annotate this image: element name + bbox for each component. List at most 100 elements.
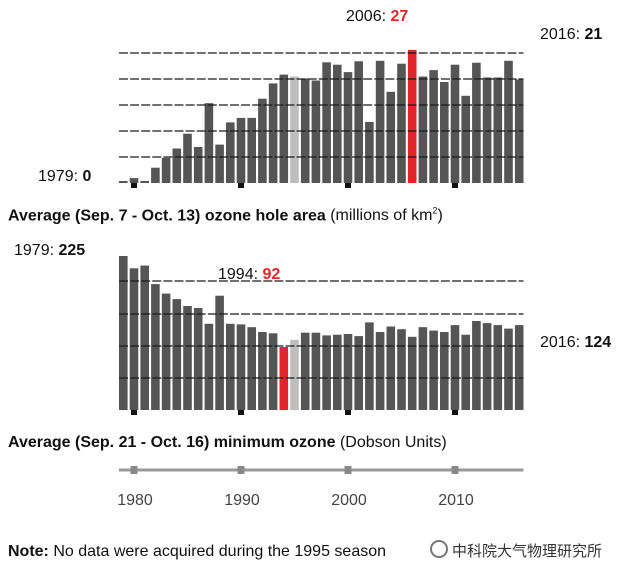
bottom-title-unit: (Dobson Units): [339, 434, 447, 451]
top-decade-marker-2000: [345, 183, 351, 188]
top-bar-1995: [290, 76, 299, 183]
top-bar-1981: [140, 181, 149, 183]
bottom-bar-2003: [375, 332, 385, 410]
top-bar-1987: [204, 103, 214, 183]
top-bar-2012: [472, 62, 481, 184]
top-bar-1986: [193, 147, 203, 183]
top-bar-1984: [172, 148, 182, 183]
top-bar-1982: [151, 167, 160, 183]
bottom-low-value: 92: [262, 266, 281, 283]
bottom-bar-1995: [290, 339, 299, 410]
top-bar-1994: [279, 74, 289, 183]
top-bar-2006: [407, 49, 417, 184]
top-first-year: 1979:: [38, 168, 79, 185]
top-bar-2002: [365, 121, 374, 183]
bottom-bar-2013: [482, 323, 492, 410]
top-bar-2001: [354, 61, 363, 183]
bottom-bar-2014: [493, 325, 503, 410]
top-bar-1988: [215, 144, 224, 183]
bottom-bar-1996: [300, 332, 310, 410]
bottom-bar-1980: [129, 268, 139, 410]
x-axis-tick-2010: [451, 466, 459, 474]
footnote-text: No data were acquired during the 1995 se…: [53, 543, 387, 560]
bottom-bar-1989: [226, 323, 235, 410]
top-first-label: 1979: 0: [38, 168, 91, 186]
top-bar-1991: [247, 117, 256, 183]
top-bar-1999: [333, 64, 342, 183]
top-first-value: 0: [82, 168, 92, 185]
bottom-bar-1997: [311, 332, 321, 410]
top-bar-2004: [386, 91, 396, 183]
top-bar-1997: [311, 80, 321, 183]
bottom-bar-1984: [172, 299, 182, 410]
x-axis-tick-1980: [130, 466, 138, 474]
top-bar-2014: [493, 77, 503, 183]
top-bar-1983: [161, 157, 171, 183]
top-title-unit: (millions of km2): [330, 206, 443, 225]
bottom-low-label: 1994: 92: [218, 266, 280, 284]
bottom-bar-1979: [119, 256, 128, 410]
bottom-decade-marker-1980: [131, 410, 137, 415]
bottom-bar-1990: [236, 324, 246, 410]
bottom-bar-2000: [343, 334, 353, 410]
top-bar-2015: [504, 60, 513, 183]
x-tick-label-2000: 2000: [331, 492, 367, 509]
top-bar-2005: [397, 63, 406, 184]
bottom-bar-1982: [151, 284, 160, 410]
bottom-last-value: 124: [584, 334, 612, 351]
bottom-first-year: 1979:: [14, 242, 55, 259]
bottom-bar-1985: [183, 306, 192, 410]
top-bar-1989: [226, 122, 235, 183]
top-bar-2013: [482, 77, 492, 183]
top-bar-2000: [343, 72, 353, 183]
top-bar-2003: [375, 60, 385, 183]
top-bar-1998: [322, 62, 331, 184]
top-peak-value: 27: [390, 8, 409, 25]
watermark-text: 中科院大气物理研究所: [452, 542, 603, 560]
bottom-first-value: 225: [58, 242, 86, 259]
top-bar-2011: [461, 95, 470, 183]
bottom-bar-2009: [440, 332, 449, 410]
bottom-decade-marker-1990: [238, 410, 244, 415]
bottom-last-year: 2016:: [540, 334, 581, 351]
bottom-bar-1987: [204, 323, 214, 410]
bottom-bar-1983: [161, 293, 171, 410]
top-bar-2009: [440, 82, 449, 183]
x-axis-tick-1990: [237, 466, 245, 474]
top-chart-title: Average (Sep. 7 - Oct. 13) ozone hole ar…: [8, 206, 443, 225]
footnote: Note: No data were acquired during the 1…: [8, 543, 386, 561]
top-decade-marker-1980: [131, 183, 137, 188]
top-peak-label: 2006: 27: [346, 8, 408, 26]
bottom-first-label: 1979: 225: [14, 242, 85, 260]
x-tick-label-2010: 2010: [438, 492, 474, 509]
bottom-bar-1988: [215, 295, 224, 410]
bottom-bar-1991: [247, 327, 256, 410]
top-last-value: 21: [584, 26, 603, 43]
top-bar-1985: [183, 133, 192, 183]
bottom-bar-2005: [397, 329, 406, 410]
bottom-bar-2007: [418, 327, 428, 410]
top-bar-1992: [258, 98, 267, 183]
wechat-icon: [430, 540, 448, 558]
bottom-bar-2004: [386, 326, 396, 410]
top-bar-1979: [119, 181, 128, 183]
x-tick-label-1990: 1990: [224, 492, 260, 509]
bottom-title-text: Average (Sep. 21 - Oct. 16) minimum ozon…: [8, 434, 336, 451]
top-bar-1993: [268, 83, 278, 183]
top-last-year: 2016:: [540, 26, 581, 43]
bottom-bar-1981: [140, 265, 149, 410]
top-peak-year: 2006:: [346, 8, 387, 25]
bottom-bar-2011: [461, 334, 470, 410]
bottom-chart-title: Average (Sep. 21 - Oct. 16) minimum ozon…: [8, 434, 447, 452]
bottom-bar-2008: [429, 330, 438, 410]
bottom-bar-1993: [268, 333, 278, 410]
top-last-label: 2016: 21: [540, 26, 602, 44]
x-tick-label-1980: 1980: [117, 492, 153, 509]
bottom-bar-1986: [193, 308, 203, 410]
top-decade-marker-2010: [452, 183, 458, 188]
top-bar-1980: [129, 178, 139, 183]
bottom-bar-2016: [514, 325, 524, 410]
top-decade-marker-1990: [238, 183, 244, 188]
top-bar-2010: [450, 64, 460, 183]
